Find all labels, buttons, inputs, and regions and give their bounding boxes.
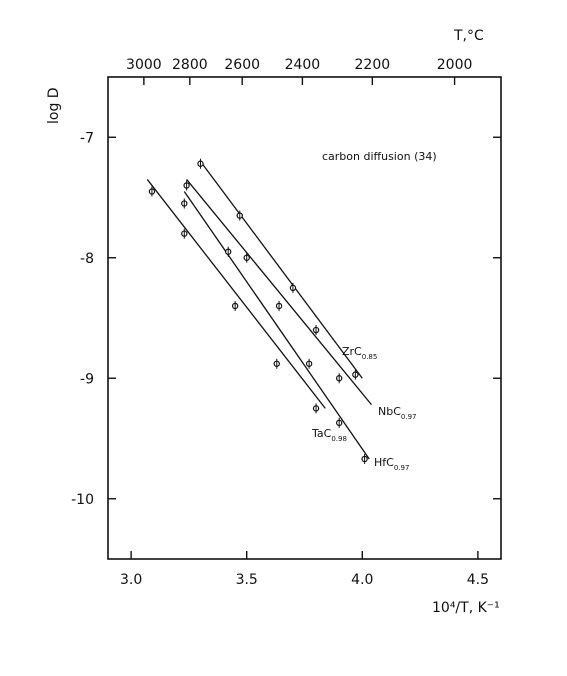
- top-tick-label: 3000: [126, 57, 162, 73]
- data-point: [197, 158, 204, 169]
- series-label: ZrC0.85: [342, 345, 377, 361]
- x-axis: 3.0 3.5 4.0 4.5: [120, 551, 489, 588]
- series-label: TaC0.98: [311, 427, 347, 443]
- plot-frame: [107, 76, 502, 560]
- series-label: HfC0.97: [374, 456, 409, 472]
- y-axis: -7 -8 -9 -10: [71, 130, 501, 508]
- top-axis: 3000 2800 2600 2400 2200 2000: [126, 57, 472, 85]
- top-axis-title: T,°C: [453, 28, 484, 44]
- data-point: [225, 246, 232, 257]
- top-tick-label: 2000: [437, 57, 473, 73]
- series-lines: [146, 160, 373, 460]
- x-tick-label: 4.5: [467, 572, 489, 588]
- data-points: [148, 158, 368, 464]
- x-tick-label: 3.5: [236, 572, 258, 588]
- data-point: [243, 252, 250, 263]
- data-point: [181, 228, 188, 239]
- top-tick-label: 2800: [172, 57, 208, 73]
- data-point: [183, 180, 190, 191]
- y-tick-label: -7: [80, 130, 94, 146]
- x-tick-label: 4.0: [351, 572, 373, 588]
- data-point: [289, 282, 297, 293]
- data-point: [181, 198, 188, 209]
- annotation-text: carbon diffusion (34): [322, 150, 437, 163]
- data-point: [275, 300, 283, 311]
- series-label: NbC0.97: [378, 405, 417, 421]
- data-point: [273, 358, 280, 369]
- data-point: [305, 358, 313, 369]
- data-point: [148, 186, 156, 197]
- data-point: [312, 325, 320, 336]
- top-tick-label: 2200: [355, 57, 391, 73]
- series-line: [186, 179, 373, 406]
- series-line: [183, 191, 370, 460]
- data-point: [236, 210, 243, 221]
- y-axis-title: log D: [46, 87, 62, 124]
- x-tick-label: 3.0: [120, 572, 142, 588]
- data-point: [361, 453, 368, 464]
- data-point: [335, 417, 343, 428]
- data-point: [352, 369, 359, 380]
- top-tick-label: 2400: [285, 57, 321, 73]
- series-line: [146, 179, 326, 409]
- series-labels: ZrC0.85 NbC0.97 HfC0.97 TaC0.98: [311, 345, 417, 472]
- top-tick-label: 2600: [224, 57, 260, 73]
- data-point: [335, 373, 343, 384]
- series-line: [199, 160, 363, 379]
- x-axis-title: 10⁴/T, K⁻¹: [432, 600, 500, 616]
- data-point: [312, 403, 320, 414]
- y-tick-label: -9: [80, 371, 94, 387]
- data-point: [231, 300, 239, 311]
- y-tick-label: -8: [80, 251, 94, 267]
- y-tick-label: -10: [71, 492, 94, 508]
